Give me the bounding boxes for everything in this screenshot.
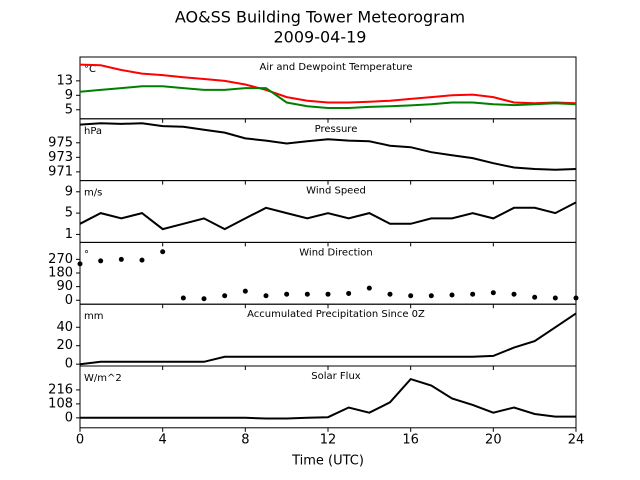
- data-point: [470, 291, 476, 297]
- y-tick-label: 0: [65, 410, 73, 425]
- unit-label: mm: [84, 311, 103, 322]
- y-tick-label: 90: [56, 279, 73, 294]
- data-point: [201, 296, 207, 302]
- y-tick-label: 20: [56, 338, 73, 353]
- panel-title: Wind Speed: [306, 186, 366, 197]
- chart-subtitle: 2009-04-19: [274, 28, 367, 47]
- data-point: [408, 293, 414, 299]
- y-tick-label: 0: [65, 357, 73, 372]
- y-tick-label: 5: [65, 102, 73, 117]
- y-tick-label: 108: [48, 396, 73, 411]
- panel-title: Pressure: [315, 124, 358, 135]
- y-tick-label: 975: [48, 135, 73, 150]
- data-line: [79, 312, 577, 366]
- panel-title: Wind Direction: [299, 247, 373, 258]
- x-tick-label: 0: [76, 432, 84, 447]
- x-tick-label: 8: [241, 432, 249, 447]
- y-tick-label: 40: [56, 320, 73, 335]
- x-tick-label: 20: [485, 432, 502, 447]
- data-point: [366, 285, 372, 291]
- y-tick-label: 1: [65, 227, 73, 242]
- unit-label: m/s: [84, 188, 102, 199]
- data-point: [490, 290, 496, 296]
- unit-label: W/m^2: [84, 373, 122, 384]
- data-point: [449, 292, 455, 298]
- data-point: [532, 294, 538, 300]
- data-point: [346, 290, 352, 296]
- data-line: [79, 63, 577, 105]
- x-axis-label: Time (UTC): [291, 453, 364, 468]
- data-point: [118, 256, 124, 262]
- data-point: [428, 293, 434, 299]
- panel-title: Solar Flux: [311, 371, 361, 382]
- data-point: [222, 293, 228, 299]
- data-point: [304, 291, 310, 297]
- y-tick-label: 9: [65, 88, 73, 103]
- data-point: [242, 288, 248, 294]
- y-tick-label: 9: [65, 184, 73, 199]
- chart-title: AO&SS Building Tower Meteorogram: [175, 8, 465, 27]
- data-line: [79, 85, 577, 109]
- data-point: [387, 291, 393, 297]
- x-tick-label: 16: [402, 432, 419, 447]
- y-tick-label: 973: [48, 150, 73, 165]
- x-tick-label: 4: [159, 432, 167, 447]
- data-point: [573, 295, 579, 301]
- data-point: [263, 293, 269, 299]
- unit-label: °C: [84, 64, 96, 75]
- data-point: [511, 291, 517, 297]
- y-tick-label: 0: [65, 293, 73, 308]
- y-tick-label: 270: [48, 252, 73, 267]
- data-line: [79, 122, 577, 171]
- x-tick-label: 12: [320, 432, 337, 447]
- y-tick-label: 5: [65, 206, 73, 221]
- y-tick-label: 180: [48, 265, 73, 280]
- x-tick-label: 24: [568, 432, 585, 447]
- y-tick-label: 971: [48, 164, 73, 179]
- data-point: [552, 295, 558, 301]
- data-point: [98, 258, 104, 264]
- panel-title: Air and Dewpoint Temperature: [260, 62, 413, 73]
- data-point: [160, 249, 166, 255]
- panel-title: Accumulated Precipitation Since 0Z: [247, 309, 425, 320]
- unit-label: hPa: [84, 126, 102, 137]
- data-line: [80, 377, 576, 420]
- unit-label: °: [84, 249, 89, 260]
- data-line: [79, 201, 577, 231]
- data-point: [139, 257, 145, 263]
- y-tick-label: 216: [48, 382, 73, 397]
- data-point: [325, 291, 331, 297]
- data-point: [180, 295, 186, 301]
- y-tick-label: 13: [56, 73, 73, 88]
- data-point: [284, 291, 290, 297]
- data-point: [77, 261, 83, 267]
